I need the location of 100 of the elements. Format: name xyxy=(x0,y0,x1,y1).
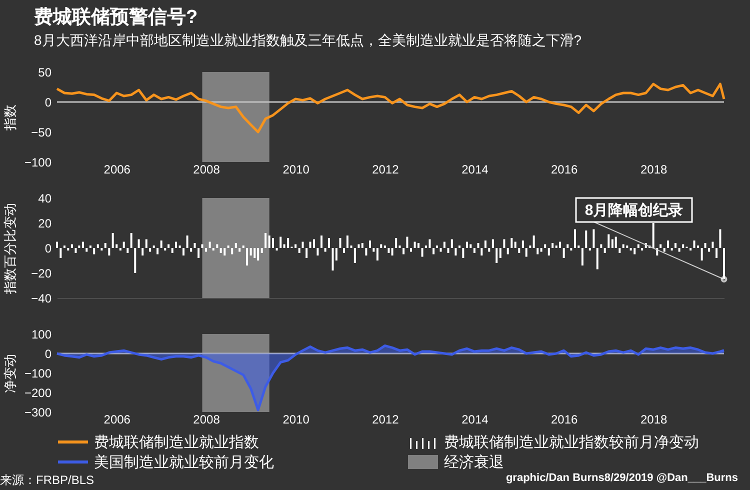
bar xyxy=(122,242,125,248)
bar xyxy=(354,248,356,263)
y-tick-label: −100 xyxy=(24,156,52,170)
bar xyxy=(614,236,617,248)
bar xyxy=(332,248,334,270)
bar xyxy=(402,248,405,254)
bar xyxy=(634,248,636,254)
bar xyxy=(86,248,88,252)
y-axis-title: 指数 xyxy=(2,104,18,132)
bar xyxy=(328,238,330,248)
bar xyxy=(663,248,666,252)
chart-subtitle: 8月大西洋沿岸中部地区制造业就业指数触及三年低点，全美制造业就业是否将随之下滑? xyxy=(34,31,582,50)
bar xyxy=(447,248,450,253)
bar xyxy=(492,239,494,248)
bar xyxy=(231,248,234,254)
bar xyxy=(194,243,196,248)
bar xyxy=(145,239,148,248)
bar xyxy=(316,248,319,256)
bar xyxy=(201,244,204,248)
bar xyxy=(168,244,170,248)
chart-title: 费城联储预警信号? xyxy=(34,6,199,30)
bar xyxy=(112,233,114,248)
bar xyxy=(518,248,520,253)
bar xyxy=(104,243,106,248)
bar xyxy=(552,243,554,248)
x-tick-label: 2018 xyxy=(640,162,668,176)
bar xyxy=(473,248,476,253)
bar xyxy=(466,242,468,248)
bar xyxy=(674,243,677,248)
x-tick-label: 2006 xyxy=(104,162,131,176)
bar xyxy=(149,248,152,252)
x-tick-label: 2012 xyxy=(372,162,400,176)
bar xyxy=(414,242,416,248)
legend-label: 费城联储制造业就业指数较前月净变动 xyxy=(444,432,699,452)
bar xyxy=(660,244,662,248)
bar xyxy=(93,248,96,254)
bar xyxy=(693,240,696,248)
bar xyxy=(428,239,431,248)
line-series xyxy=(56,82,726,134)
bar xyxy=(462,248,464,258)
bar xyxy=(443,242,446,248)
bar xyxy=(250,248,252,256)
x-tick-label: 2006 xyxy=(104,412,131,426)
legend-label: 费城联储制造业就业指数 xyxy=(94,432,259,452)
bar xyxy=(716,248,718,258)
bar xyxy=(395,238,398,248)
y-tick-label: 20 xyxy=(38,216,52,230)
x-tick-label: 2014 xyxy=(462,412,489,426)
bar xyxy=(186,236,188,248)
y-tick-label: −40 xyxy=(31,292,52,306)
bar xyxy=(432,248,435,254)
bar xyxy=(302,242,304,248)
bar xyxy=(480,248,483,256)
x-tick-label: 2008 xyxy=(193,162,220,176)
bar xyxy=(346,236,348,248)
bar xyxy=(298,248,300,253)
bar xyxy=(562,248,565,258)
bar xyxy=(257,248,260,260)
bar xyxy=(126,248,129,253)
bar xyxy=(358,244,360,248)
bar xyxy=(205,248,208,252)
bar xyxy=(175,242,178,248)
bar xyxy=(574,229,576,248)
y-tick-label: −50 xyxy=(31,126,52,140)
bar xyxy=(608,234,610,248)
y-axis-title: 指数百分比变动 xyxy=(2,203,18,295)
bar xyxy=(372,248,375,252)
bar xyxy=(368,240,371,248)
legend-label: 美国制造业就业较前月变化 xyxy=(94,452,274,472)
bar xyxy=(678,248,680,252)
annotation: 8月降幅创纪录 xyxy=(584,202,684,219)
bar xyxy=(596,248,598,270)
bar xyxy=(287,238,290,248)
bar xyxy=(700,248,703,260)
bar xyxy=(134,248,136,273)
bar xyxy=(272,238,274,248)
y-tick-label: 50 xyxy=(38,66,52,80)
y-tick-label: −200 xyxy=(24,386,52,400)
y-tick-label: 0 xyxy=(44,96,52,110)
bar xyxy=(268,236,270,248)
bar xyxy=(388,248,390,253)
bar xyxy=(156,248,159,254)
bar xyxy=(604,248,606,253)
y-tick-label: 100 xyxy=(31,328,52,342)
x-tick-label: 2016 xyxy=(550,412,578,426)
bar xyxy=(712,242,714,248)
bar xyxy=(324,248,326,252)
bar xyxy=(470,244,472,248)
bar xyxy=(488,248,490,252)
bar xyxy=(496,248,498,263)
bar xyxy=(406,236,408,248)
bar xyxy=(320,236,322,248)
bar xyxy=(339,238,342,248)
bar xyxy=(581,248,584,266)
x-tick-label: 2018 xyxy=(640,412,668,426)
bar xyxy=(704,243,706,248)
bar xyxy=(450,239,453,248)
bar xyxy=(417,243,420,248)
bar xyxy=(182,248,184,256)
bar xyxy=(313,239,316,248)
